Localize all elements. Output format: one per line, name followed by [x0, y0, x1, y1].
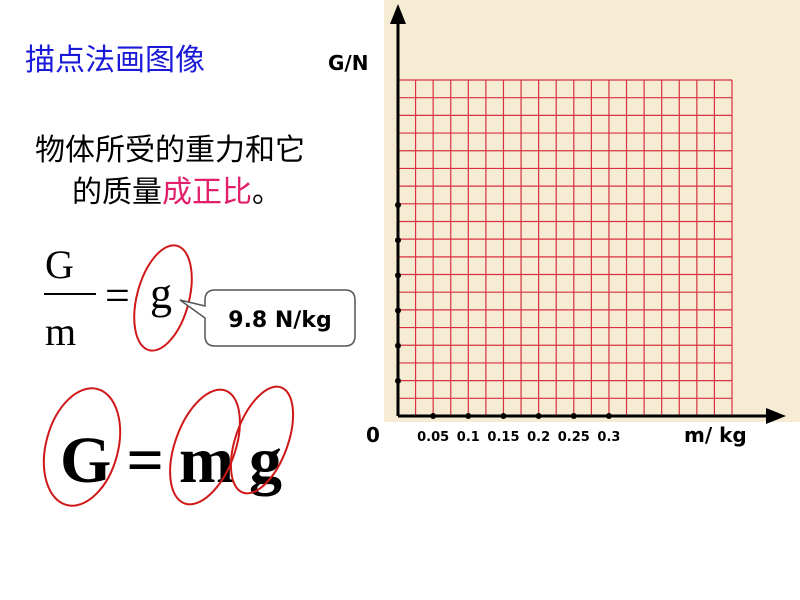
rhs: g	[150, 269, 172, 318]
equals: =	[105, 271, 130, 320]
dot	[395, 272, 401, 279]
denominator: m	[45, 309, 76, 354]
numerator: G	[45, 242, 74, 287]
callout-text: 9.8 N/kg	[228, 308, 331, 333]
dot	[395, 342, 401, 349]
x-tick-label: 0.05	[417, 430, 449, 445]
x-tick-label: 0.3	[597, 430, 620, 445]
circle	[42, 387, 122, 507]
y-arrow	[390, 4, 406, 24]
y-label: G/N	[328, 51, 368, 75]
dot	[605, 413, 612, 419]
x-ticks: 0.05 0.1 0.15 0.2 0.25 0.3	[417, 430, 620, 445]
x-tick-label: 0.2	[527, 430, 550, 445]
dot	[395, 237, 401, 244]
x-tick-label: 0.1	[457, 430, 480, 445]
x-tick-label: 0.15	[487, 430, 519, 445]
dot	[395, 307, 401, 314]
dot	[465, 413, 472, 419]
text: 。	[252, 175, 282, 210]
text: 的质量	[72, 175, 162, 210]
circle	[169, 388, 241, 506]
dot	[395, 377, 401, 384]
callout-box	[179, 289, 356, 347]
title: 描点法画图像	[25, 43, 205, 78]
dot	[395, 202, 401, 209]
statement-line: 物体所受的重力和它	[35, 133, 305, 168]
dot	[500, 413, 507, 419]
x-label: m/ kg	[684, 423, 747, 447]
dot	[535, 413, 542, 419]
grid	[397, 79, 733, 417]
axis-dots	[395, 202, 612, 419]
origin-label: 0	[366, 423, 380, 447]
x-tick-label: 0.25	[558, 430, 590, 445]
graph-paper	[384, 0, 800, 422]
dot	[570, 413, 577, 419]
x-arrow	[766, 408, 786, 424]
circle	[229, 385, 295, 495]
statement-line: 的质量成正比。	[72, 175, 282, 210]
highlight: 成正比	[162, 175, 252, 210]
dot	[430, 413, 437, 419]
